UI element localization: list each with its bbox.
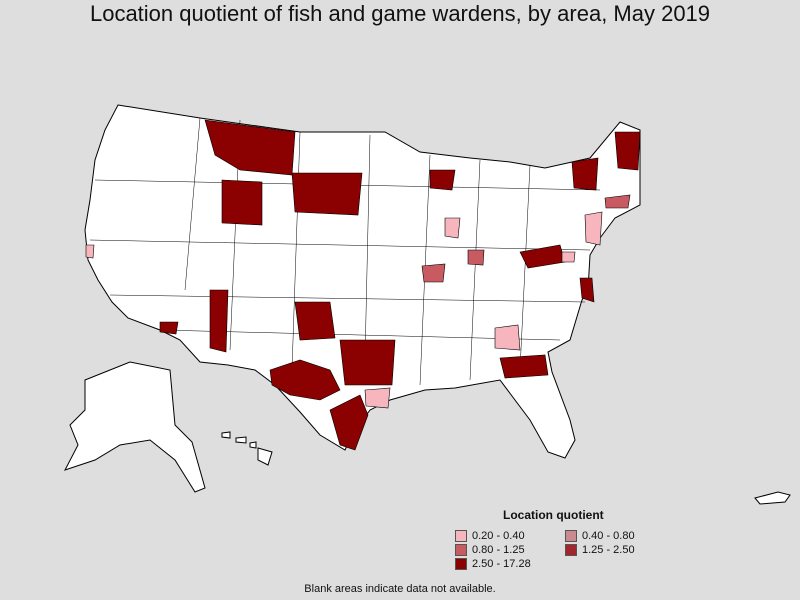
legend: Location quotient 0.20 - 0.40 0.40 - 0.8… xyxy=(455,508,685,570)
legend-label: 1.25 - 2.50 xyxy=(582,544,635,556)
hawaii-islands xyxy=(221,431,273,466)
legend-grid: 0.20 - 0.40 0.40 - 0.80 0.80 - 1.25 1.25… xyxy=(455,530,685,570)
region-texas-houston xyxy=(364,387,391,409)
footnote: Blank areas indicate data not available. xyxy=(304,583,496,595)
legend-item: 2.50 - 17.28 xyxy=(455,558,565,570)
region-virginia-north xyxy=(561,251,576,263)
region-oklahoma-east xyxy=(294,301,336,341)
region-texas-east xyxy=(339,339,396,386)
region-california-bay xyxy=(85,244,95,259)
puerto-rico-outline xyxy=(754,491,791,505)
legend-label: 0.40 - 0.80 xyxy=(582,530,635,542)
region-south-dakota xyxy=(291,172,363,216)
region-wyoming xyxy=(221,179,263,226)
region-illinois-south xyxy=(421,263,446,283)
legend-label: 0.20 - 0.40 xyxy=(472,530,525,542)
region-texas-gulf xyxy=(329,394,369,451)
region-montana xyxy=(204,119,296,176)
region-new-jersey xyxy=(584,211,603,246)
region-texas-central xyxy=(269,359,341,401)
region-wisconsin-north xyxy=(429,169,456,191)
region-georgia-north xyxy=(494,324,521,351)
legend-item: 0.20 - 0.40 xyxy=(455,530,565,542)
alaska-outline xyxy=(63,361,206,493)
legend-label: 2.50 - 17.28 xyxy=(472,558,531,570)
region-maryland-east xyxy=(579,277,595,303)
legend-title: Location quotient xyxy=(503,508,604,522)
region-connecticut xyxy=(604,194,631,209)
region-maine-west xyxy=(614,131,641,171)
legend-swatch xyxy=(565,544,577,556)
region-indiana-central xyxy=(467,249,485,266)
legend-swatch xyxy=(455,530,467,542)
region-arizona-southwest xyxy=(159,321,179,335)
region-illinois-north xyxy=(444,217,461,239)
legend-label: 0.80 - 1.25 xyxy=(472,544,525,556)
legend-item: 0.40 - 0.80 xyxy=(565,530,675,542)
region-georgia-coast xyxy=(499,354,549,379)
legend-swatch xyxy=(565,530,577,542)
legend-swatch xyxy=(455,558,467,570)
region-new-york-north xyxy=(571,157,599,191)
map-title: Location quotient of fish and game warde… xyxy=(89,1,711,26)
region-arizona-east xyxy=(209,289,229,353)
legend-item: 1.25 - 2.50 xyxy=(565,544,675,556)
legend-item: 0.80 - 1.25 xyxy=(455,544,565,556)
legend-swatch xyxy=(455,544,467,556)
us-map xyxy=(63,104,791,505)
